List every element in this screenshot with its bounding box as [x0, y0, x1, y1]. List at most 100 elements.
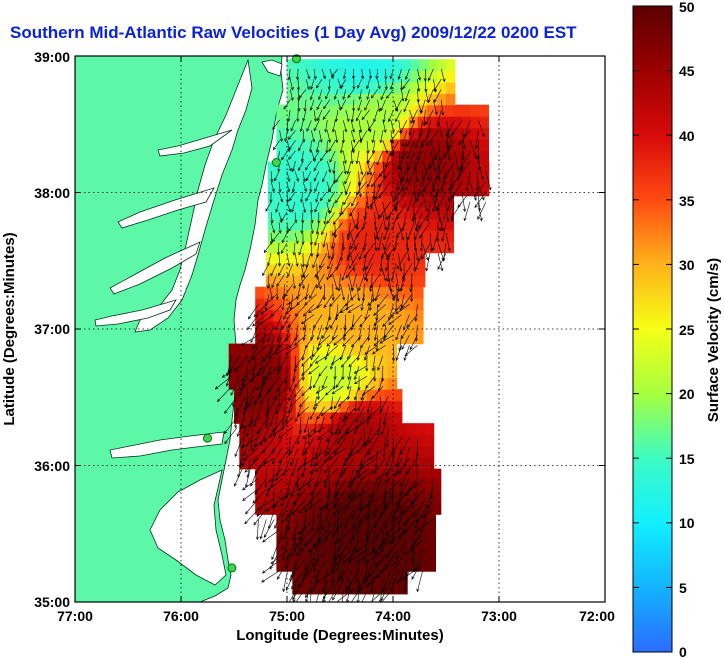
velocity-vector: [335, 191, 343, 204]
velocity-cell: [290, 343, 300, 356]
velocity-cell: [400, 241, 410, 254]
velocity-cell: [389, 423, 399, 436]
velocity-vector: [242, 437, 251, 458]
velocity-vector: [333, 365, 337, 380]
velocity-vector: [292, 580, 304, 601]
velocity-vector: [385, 467, 402, 483]
velocity-cell: [416, 263, 426, 276]
velocity-cell: [446, 93, 456, 106]
velocity-vector: [276, 273, 286, 287]
velocity-vector: [477, 191, 482, 212]
velocity-cell: [320, 138, 330, 151]
velocity-cell: [461, 127, 472, 140]
velocity-vector: [278, 222, 282, 234]
velocity-vector: [334, 416, 341, 436]
velocity-vector: [276, 324, 283, 343]
velocity-vector: [270, 304, 283, 317]
velocity-vector: [271, 437, 283, 454]
velocity-cell: [423, 491, 433, 504]
velocity-vector: [380, 580, 392, 602]
velocity-vector: [298, 140, 304, 152]
velocity-vector: [271, 273, 278, 289]
velocity-vector: [301, 457, 307, 478]
velocity-vector: [289, 375, 296, 392]
velocity-cell: [389, 582, 399, 595]
velocity-vector: [292, 519, 299, 541]
velocity-vector: [312, 529, 328, 548]
velocity-vector: [313, 68, 317, 80]
velocity-cell: [435, 207, 446, 220]
velocity-cell: [343, 502, 353, 515]
velocity-cell: [267, 207, 278, 220]
velocity-vector: [384, 488, 394, 509]
velocity-vector: [350, 590, 360, 602]
velocity-vector: [406, 314, 418, 328]
velocity-vector: [294, 232, 299, 245]
velocity-cell: [299, 502, 309, 515]
velocity-cell: [274, 434, 284, 447]
velocity-cell: [294, 116, 304, 129]
velocity-vector: [292, 273, 296, 290]
velocity-vector: [270, 222, 276, 234]
velocity-vector: [271, 232, 280, 243]
velocity-vector: [301, 253, 305, 268]
velocity-vector: [252, 488, 267, 504]
velocity-cell: [371, 434, 382, 447]
velocity-cell: [347, 241, 357, 254]
velocity-cell: [276, 127, 286, 140]
velocity-vector: [406, 232, 410, 252]
velocity-vector: [366, 79, 370, 90]
velocity-vector: [275, 283, 279, 301]
velocity-cell: [414, 286, 424, 299]
chesapeake-bay: [134, 58, 253, 333]
velocity-cell: [380, 275, 390, 288]
velocity-cell: [355, 104, 366, 117]
velocity-cell: [444, 229, 454, 242]
velocity-vector: [278, 191, 284, 203]
velocity-cell: [384, 81, 394, 94]
velocity-cell: [340, 81, 350, 94]
velocity-cell: [308, 468, 318, 481]
velocity-vector: [345, 416, 357, 435]
velocity-cell: [396, 286, 406, 299]
velocity-cell: [409, 229, 419, 242]
velocity-cell: [325, 491, 336, 504]
velocity-vector: [247, 304, 259, 320]
y-tick-label: 35:00: [34, 594, 70, 610]
velocity-cell: [418, 207, 428, 220]
velocity-vector: [234, 406, 238, 429]
velocity-cell: [378, 354, 389, 367]
velocity-vector: [380, 99, 386, 112]
velocity-vector: [331, 68, 339, 78]
velocity-vector: [385, 89, 394, 99]
velocity-vector: [446, 140, 451, 161]
velocity-vector: [301, 437, 307, 457]
velocity-vector: [270, 171, 274, 183]
velocity-vector: [361, 109, 370, 121]
velocity-cell: [453, 138, 463, 151]
velocity-vector: [349, 437, 362, 455]
velocity-vector: [352, 519, 362, 541]
velocity-cell: [294, 138, 304, 151]
velocity-vector: [281, 150, 288, 161]
velocity-vector: [313, 109, 317, 122]
velocity-cell: [417, 150, 428, 163]
velocity-vector: [256, 498, 267, 518]
velocity-vector: [332, 171, 337, 185]
x-tick-label: 73:00: [481, 608, 517, 624]
velocity-cell: [382, 172, 393, 185]
velocity-vector: [332, 509, 347, 528]
x-axis: 77:00 76:00 75:00 74:00 73:00 72:00 Long…: [57, 56, 615, 644]
velocity-vector: [292, 488, 307, 505]
velocity-vector: [403, 570, 408, 594]
velocity-vector: [290, 560, 304, 579]
velocity-cell: [331, 389, 341, 402]
velocity-cell: [310, 434, 320, 447]
velocity-cell: [294, 229, 304, 242]
velocity-vector: [349, 539, 360, 561]
velocity-vector: [433, 89, 442, 103]
velocity-cell: [405, 502, 415, 515]
velocity-cell: [347, 195, 357, 208]
velocity-vector: [250, 437, 267, 451]
velocity-vector: [357, 99, 362, 112]
